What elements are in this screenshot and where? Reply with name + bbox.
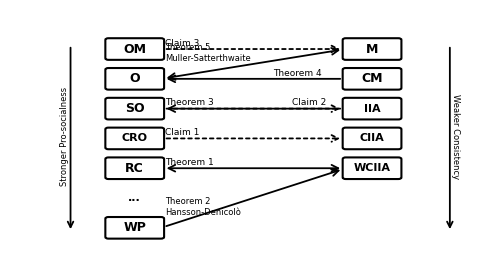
FancyBboxPatch shape xyxy=(105,68,164,90)
Text: Claim 1: Claim 1 xyxy=(164,129,199,137)
FancyBboxPatch shape xyxy=(342,38,401,60)
Text: Theorem 2
Hansson-Denicolò: Theorem 2 Hansson-Denicolò xyxy=(164,197,240,217)
Text: SO: SO xyxy=(125,102,144,115)
FancyBboxPatch shape xyxy=(105,38,164,60)
Text: Theorem 5
Muller-Satterthwaite: Theorem 5 Muller-Satterthwaite xyxy=(164,43,250,63)
FancyBboxPatch shape xyxy=(342,68,401,90)
Text: Claim 2: Claim 2 xyxy=(292,97,326,107)
Text: Theorem 4: Theorem 4 xyxy=(273,69,321,78)
FancyBboxPatch shape xyxy=(342,98,401,119)
Text: IIA: IIA xyxy=(363,104,380,114)
Text: OM: OM xyxy=(123,43,146,56)
Text: Weaker Consistency: Weaker Consistency xyxy=(450,94,459,179)
FancyBboxPatch shape xyxy=(105,157,164,179)
Text: RC: RC xyxy=(125,162,144,175)
FancyBboxPatch shape xyxy=(105,128,164,149)
Text: Stronger Pro-socialness: Stronger Pro-socialness xyxy=(60,87,69,186)
FancyBboxPatch shape xyxy=(342,128,401,149)
Text: M: M xyxy=(365,43,377,56)
Text: CRO: CRO xyxy=(121,133,147,143)
FancyBboxPatch shape xyxy=(105,98,164,119)
Text: WP: WP xyxy=(123,221,146,234)
FancyBboxPatch shape xyxy=(342,157,401,179)
FancyBboxPatch shape xyxy=(105,217,164,239)
Text: CIIA: CIIA xyxy=(359,133,384,143)
Text: Theorem 3: Theorem 3 xyxy=(164,97,213,107)
Text: CM: CM xyxy=(361,72,382,85)
Text: WCIIA: WCIIA xyxy=(353,163,390,173)
Text: Claim 3: Claim 3 xyxy=(164,39,199,48)
Text: ...: ... xyxy=(128,193,141,203)
Text: Theorem 1: Theorem 1 xyxy=(164,158,213,167)
Text: O: O xyxy=(129,72,140,85)
